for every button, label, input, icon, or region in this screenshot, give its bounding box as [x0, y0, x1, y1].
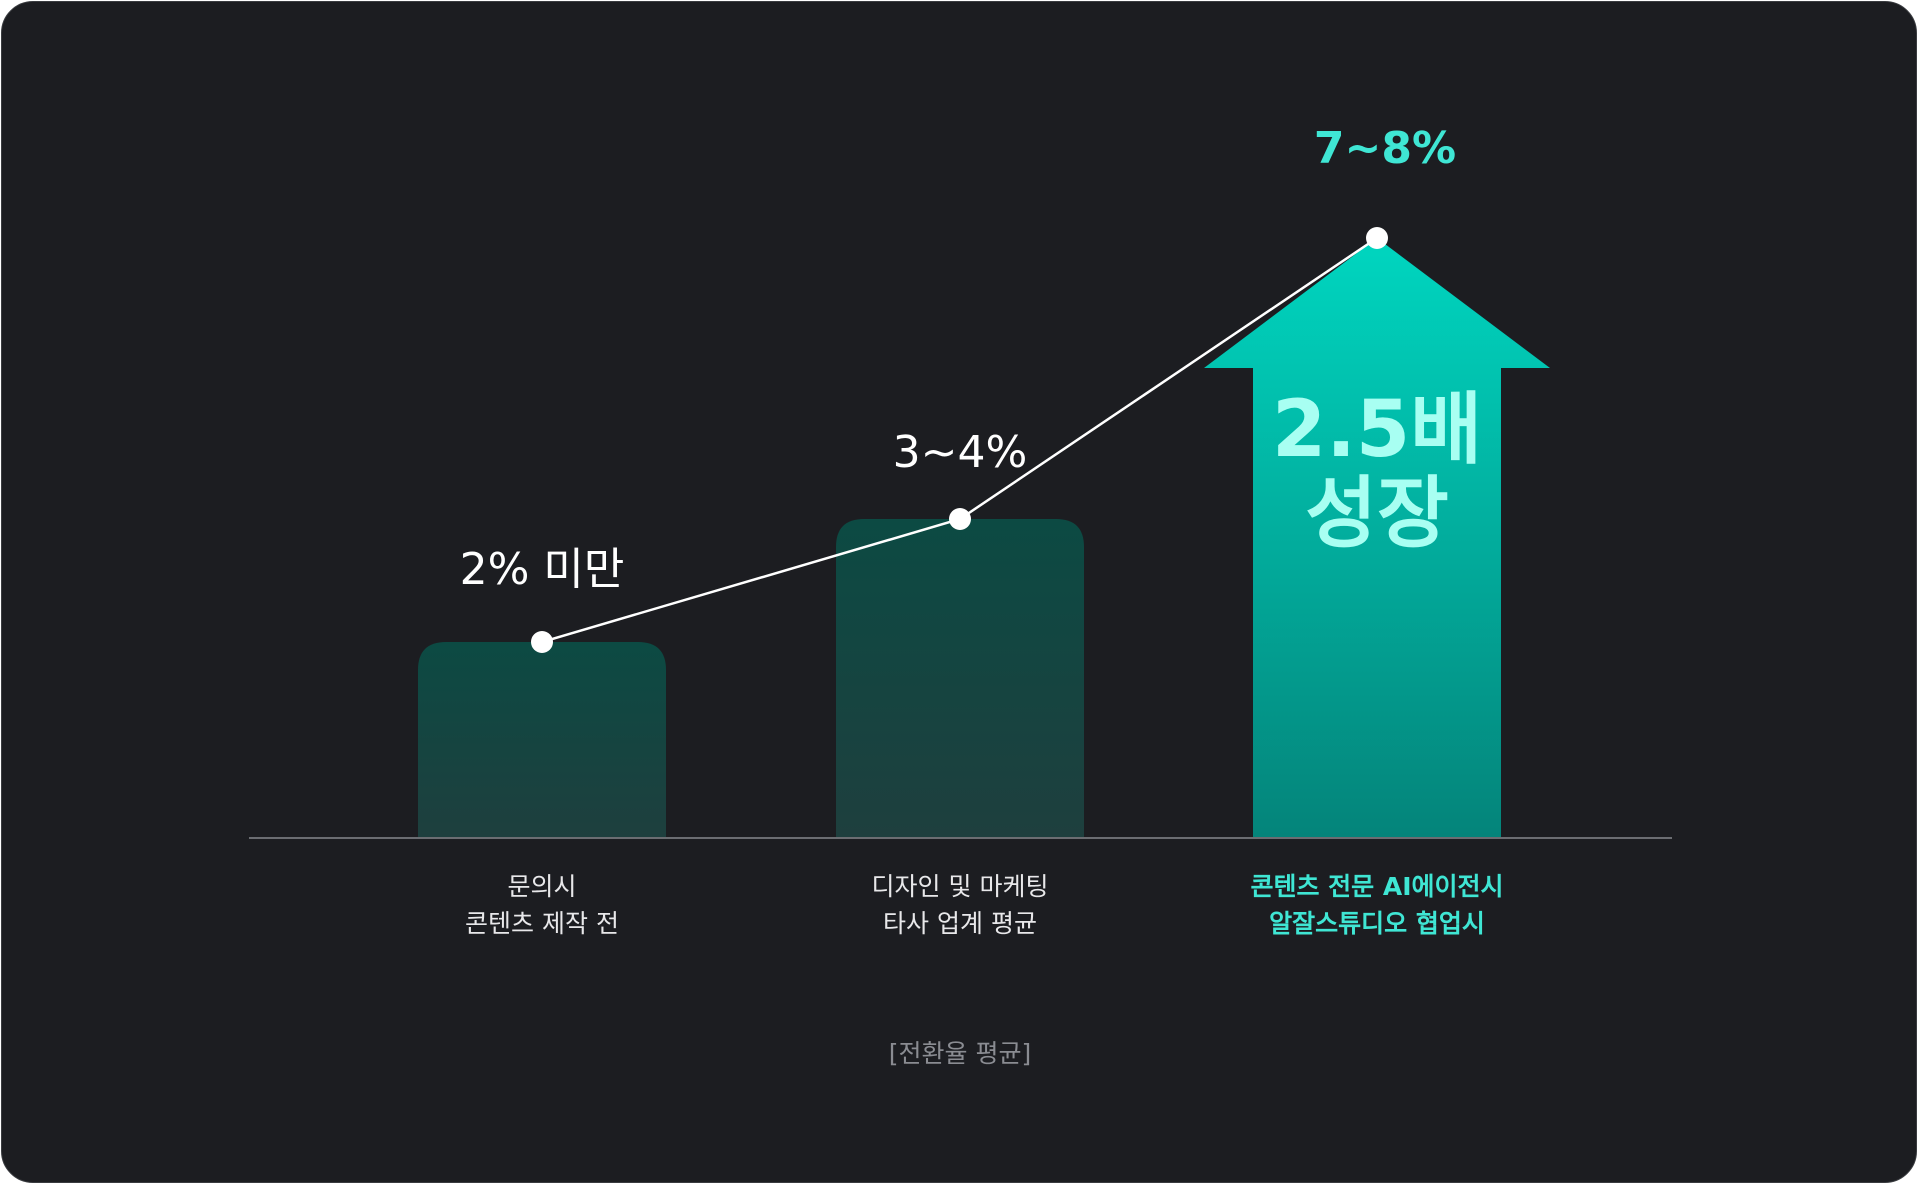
growth-badge-line-2: 성장	[1305, 469, 1449, 559]
growth-badge-line-1: 2.5배	[1272, 385, 1482, 475]
category-label-3-line-1: 콘텐츠 전문 AI에이전시	[1250, 872, 1503, 901]
value-label-2: 3~4%	[893, 427, 1028, 478]
category-label-1-line-1: 문의시	[507, 872, 576, 901]
category-label-1-line-2: 콘텐츠 제작 전	[465, 909, 619, 938]
data-point-1	[531, 631, 553, 653]
chart-caption: [전환율 평균]	[889, 1039, 1031, 1068]
data-point-3	[1366, 227, 1388, 249]
bar-1	[418, 642, 666, 838]
value-label-1: 2% 미만	[460, 544, 625, 595]
category-label-3-line-2: 알잘스튜디오 협업시	[1269, 909, 1485, 938]
bar-2	[836, 519, 1084, 838]
category-label-2-line-2: 타사 업계 평균	[883, 909, 1037, 938]
category-label-2-line-1: 디자인 및 마케팅	[872, 872, 1049, 901]
bar-highlight-arrow	[1204, 238, 1550, 838]
value-label-3: 7~8%	[1314, 123, 1456, 174]
data-point-2	[949, 508, 971, 530]
